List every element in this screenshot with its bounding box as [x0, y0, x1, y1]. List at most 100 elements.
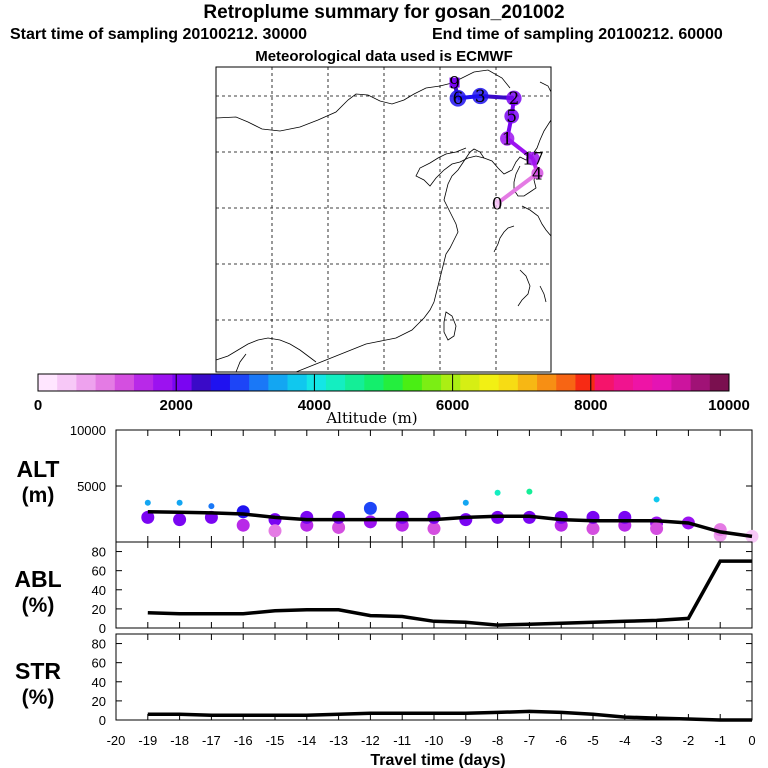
altitude-colorbar: 0 2000 4000 6000 8000 10000 — [34, 373, 750, 414]
y-tick-label: 80 — [92, 545, 106, 560]
colorbar-segment — [613, 374, 634, 391]
colorbar-segment — [325, 374, 346, 391]
x-tick-label: -19 — [138, 733, 157, 748]
x-tick-label: -14 — [297, 733, 316, 748]
plume-point-label: 4 — [532, 164, 543, 184]
colorbar-tick-label: 0 — [34, 397, 42, 414]
altitude-scatter-point — [332, 510, 346, 524]
colorbar-segment — [690, 374, 711, 391]
colorbar-segment — [671, 374, 692, 391]
colorbar-segment — [421, 374, 442, 391]
x-axis-label: Travel time (days) — [370, 752, 505, 768]
plume-point-label: 9 — [449, 74, 460, 94]
y-tick-label: 0 — [99, 621, 106, 636]
colorbar-segment — [229, 374, 250, 391]
altitude-scatter-point — [332, 520, 346, 534]
altitude-scatter-point — [427, 522, 441, 536]
colorbar-segment — [306, 374, 327, 391]
y-tick-label: 60 — [92, 656, 106, 671]
colorbar-tick-label: 10000 — [708, 397, 750, 414]
colorbar-segment — [460, 374, 480, 391]
colorbar-tick-label: 6000 — [436, 397, 469, 414]
colorbar-segment — [76, 374, 96, 391]
x-tick-label: 0 — [748, 733, 755, 748]
plume-point-label: 2 — [509, 89, 520, 109]
altitude-scatter-point — [653, 496, 660, 503]
plume-point-label: 3 — [475, 87, 486, 107]
colorbar-segment — [57, 374, 77, 391]
panel-label-abl: ABL — [14, 566, 61, 592]
plume-point — [472, 87, 489, 105]
colorbar-segment — [153, 374, 173, 391]
colorbar-axis-label: Altitude (m) — [325, 409, 417, 427]
x-tick-label: -15 — [266, 733, 285, 748]
colorbar-segment — [517, 374, 538, 391]
altitude-scatter-point — [236, 505, 250, 519]
altitude-scatter-point — [208, 503, 215, 510]
x-tick-label: -10 — [425, 733, 444, 748]
plume-point-label: 1 — [502, 130, 513, 150]
altitude-scatter-point — [173, 513, 187, 527]
plume-point — [504, 108, 520, 124]
plume-point-label: 17 — [522, 150, 544, 170]
alt-series-line — [147, 510, 753, 539]
colorbar-segment — [172, 374, 192, 391]
colorbar-segment — [133, 374, 154, 391]
plume-point — [526, 151, 540, 166]
plume-segment — [495, 171, 539, 206]
panel-label-alt: ALT — [16, 456, 59, 482]
x-tick-label: -8 — [492, 733, 504, 748]
colorbar-tick-label: 8000 — [574, 397, 607, 414]
panel-abl: 0 20 40 60 80 ABL(%) — [14, 541, 753, 636]
chart-title: Retroplume summary for gosan_201002 — [203, 2, 565, 23]
altitude-scatter-point — [268, 513, 282, 527]
altitude-scatter-point — [300, 510, 314, 524]
x-tick-label: -13 — [329, 733, 348, 748]
altitude-scatter-point — [236, 518, 250, 532]
colorbar-segment — [287, 374, 308, 391]
colorbar-segment — [594, 374, 615, 391]
map-frame — [215, 66, 552, 373]
map-gridlines — [216, 67, 551, 372]
start-time-label: Start time of sampling 20100212. 30000 — [10, 26, 308, 43]
plume-paths — [449, 77, 544, 209]
str-series-line — [147, 709, 752, 722]
colorbar-segment — [479, 374, 500, 391]
x-tick-label: -18 — [170, 733, 189, 748]
panel-frame — [115, 633, 753, 721]
altitude-scatter-point — [494, 489, 501, 496]
y-tick-label: 40 — [92, 675, 106, 690]
plume-point — [500, 131, 515, 146]
x-tick-label: -16 — [234, 733, 253, 748]
panel-alt: 10000 5000 ALT(m) — [16, 423, 759, 543]
colorbar-segment — [383, 374, 404, 391]
colorbar-segment — [114, 374, 135, 391]
met-data-label: Meteorological data used is ECMWF — [255, 48, 513, 65]
x-tick-label: -5 — [587, 733, 599, 748]
x-tick-label: -6 — [555, 733, 567, 748]
plume-labels: 96 3 25 1 174 0 — [449, 74, 544, 215]
panel-label-str: STR — [15, 658, 61, 684]
plume-point — [492, 198, 502, 209]
altitude-scatter-point — [363, 501, 377, 515]
colorbar-tick-label: 2000 — [160, 397, 193, 414]
x-tick-label: -9 — [460, 733, 472, 748]
colorbar-segment — [652, 374, 672, 391]
y-tick-label: 5000 — [77, 479, 106, 494]
x-tick-label: -2 — [683, 733, 695, 748]
y-tick-label: 40 — [92, 583, 106, 598]
colorbar-segment — [402, 374, 423, 391]
x-tick-label: -11 — [393, 733, 411, 748]
plume-start-marker — [449, 77, 460, 88]
x-tick-label: -1 — [714, 733, 726, 748]
altitude-scatter-point — [176, 499, 183, 506]
plume-point — [531, 167, 544, 180]
altitude-scatter-point — [459, 513, 473, 527]
colorbar-segment — [364, 374, 384, 391]
colorbar-segment — [249, 374, 269, 391]
colorbar-segment — [575, 374, 596, 391]
colorbar-tick-label: 4000 — [298, 397, 331, 414]
time-series-panels: 100005000ALT(m)020406080ABL(%)020406080S… — [14, 423, 759, 748]
plume-point — [506, 90, 522, 106]
plume-point-label: 0 — [492, 195, 503, 215]
